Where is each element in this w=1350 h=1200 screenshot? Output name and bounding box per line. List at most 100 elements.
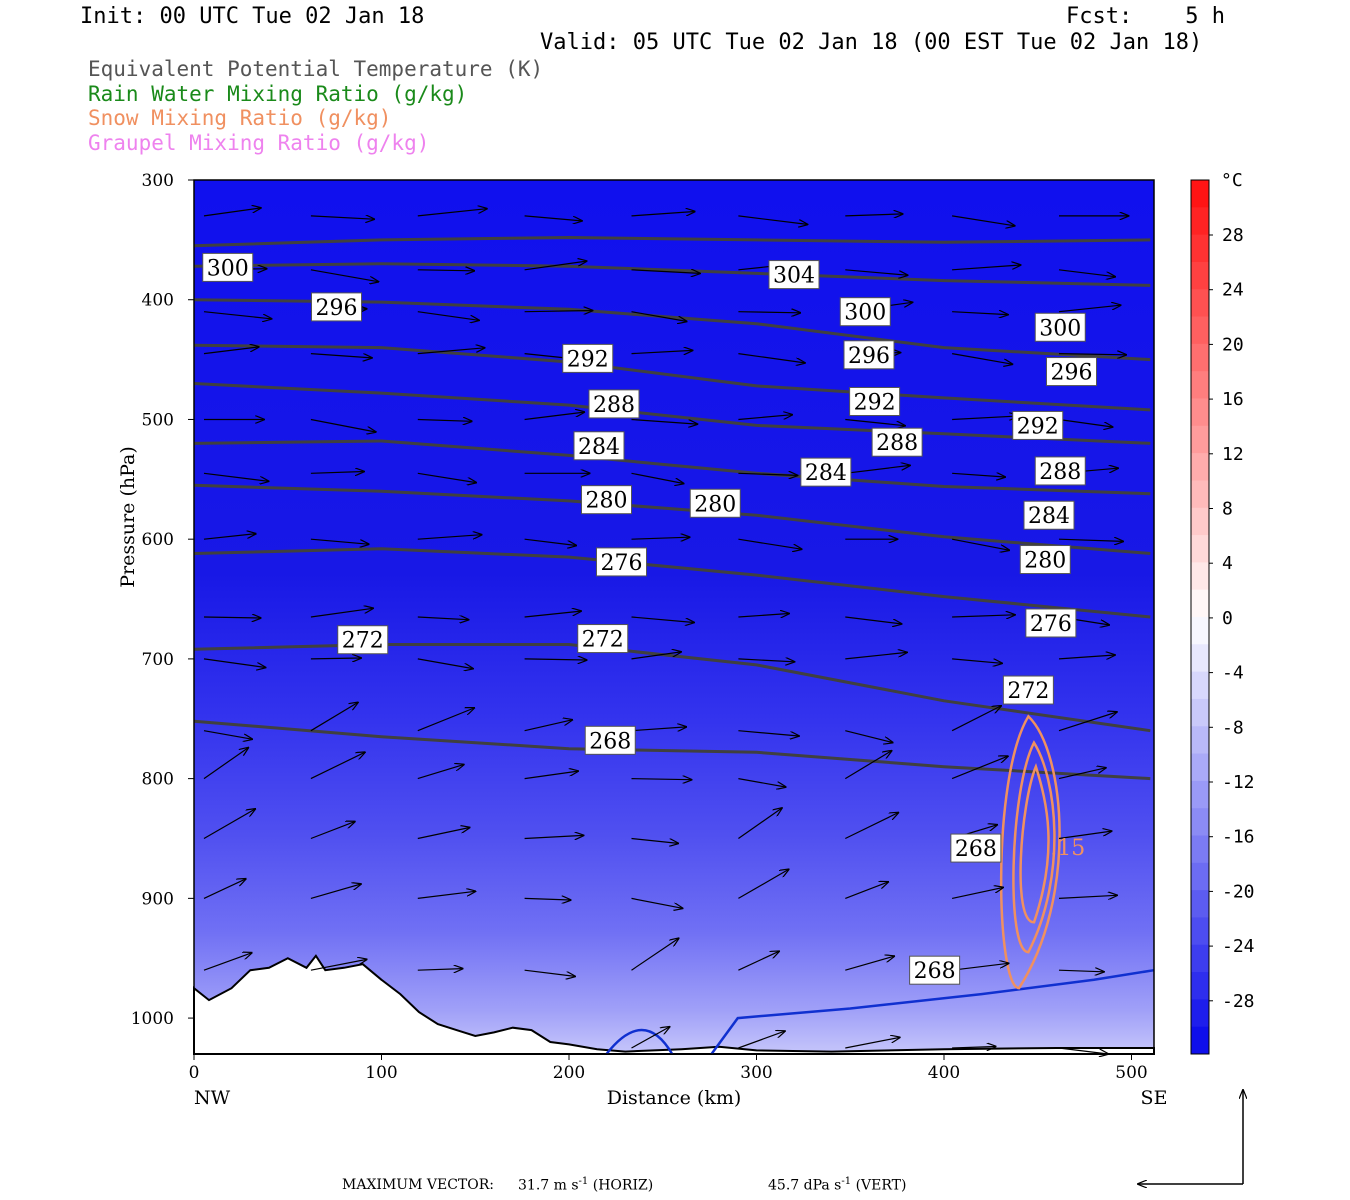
colorbar-segment — [1191, 972, 1209, 1000]
colorbar-tick-label: 4 — [1222, 553, 1233, 574]
x-tick-label: 100 — [365, 1063, 397, 1083]
colorbar-segment — [1191, 753, 1209, 782]
wind-vector — [631, 897, 683, 908]
colorbar-segment — [1191, 944, 1209, 973]
wind-vector — [1058, 418, 1113, 428]
theta-e-contour-284 — [193, 439, 1151, 496]
wind-vector — [952, 265, 1020, 271]
x-tick-label: 0 — [189, 1063, 200, 1083]
colorbar-segment — [1191, 617, 1209, 645]
wind-vector — [952, 658, 1002, 663]
wind-vector — [310, 472, 364, 474]
colorbar-segment — [1191, 671, 1209, 700]
colorbar-tick-label: 28 — [1222, 225, 1244, 246]
contour-label-box — [843, 340, 895, 370]
colorbar-segment — [1191, 808, 1209, 836]
colorbar-segment — [1191, 562, 1209, 591]
wind-vector — [310, 353, 372, 358]
wind-vector — [738, 312, 800, 313]
colorbar-segment — [1191, 289, 1209, 318]
wind-vector — [310, 269, 378, 282]
colorbar-segment — [1191, 835, 1209, 864]
max-vector-horiz-value: 31.7 m s — [518, 1177, 579, 1194]
wind-vector — [524, 969, 575, 976]
wind-vector — [845, 730, 892, 743]
contour-label-box — [950, 833, 1002, 863]
wind-vector — [1058, 305, 1121, 313]
wind-vector — [951, 888, 1003, 899]
freezing-line — [605, 968, 1155, 1055]
colorbar-segment — [1191, 316, 1209, 345]
contour-label: 276 — [1030, 612, 1072, 637]
wind-vector — [310, 884, 361, 899]
colorbar-segment — [1191, 480, 1209, 509]
colorbar-tick-label: 24 — [1222, 280, 1244, 301]
y-axis-label: Pressure (hPa) — [117, 446, 139, 588]
wind-vector — [417, 209, 487, 217]
legend-theta-e: Equivalent Potential Temperature (K) — [88, 57, 544, 81]
contour-label-box — [768, 260, 820, 290]
contour-label-box — [1034, 456, 1086, 486]
contour-label: 272 — [1007, 679, 1049, 704]
wind-vector — [951, 756, 1008, 780]
wind-vector — [845, 652, 907, 660]
max-vector-vert-unit: (VERT) — [855, 1177, 907, 1194]
wind-vector — [952, 215, 1015, 226]
contour-label-box — [839, 297, 891, 327]
wind-vector — [203, 472, 269, 481]
wind-vector — [417, 708, 474, 732]
wind-vector — [845, 465, 910, 474]
wind-vector — [951, 353, 1012, 365]
wind-vector — [845, 214, 902, 216]
colorbar-segment — [1191, 999, 1209, 1028]
wind-vector — [417, 617, 469, 620]
contour-label: 300 — [844, 301, 886, 326]
wind-vector — [524, 261, 587, 271]
wind-vector — [1058, 970, 1104, 972]
wind-vector — [417, 969, 463, 971]
colorbar-segment — [1191, 862, 1209, 891]
y-tick-label: 800 — [142, 770, 174, 790]
wind-vector — [952, 615, 1015, 617]
contour-label: 284 — [805, 461, 847, 486]
contour-label-box — [202, 252, 254, 282]
wind-vector — [1058, 539, 1123, 541]
wind-vector — [738, 614, 789, 618]
wind-vector — [524, 898, 571, 900]
colorbar-tick-label: 20 — [1222, 334, 1244, 355]
wind-vector — [952, 312, 1008, 315]
wind-vector — [738, 215, 807, 225]
contour-label: 280 — [694, 492, 736, 517]
wind-vector — [631, 616, 695, 623]
wind-vector — [631, 727, 687, 731]
y-tick-label: 700 — [142, 650, 174, 670]
colorbar-segment — [1191, 589, 1209, 618]
colorbar-tick-label: -20 — [1222, 881, 1255, 902]
colorbar-segment — [1191, 234, 1209, 263]
contour-label-box — [1019, 545, 1071, 575]
contour-label-box — [1025, 608, 1077, 638]
contour-label: 296 — [316, 296, 358, 321]
colorbar-tick-label: 16 — [1222, 389, 1244, 410]
colorbar-segment — [1191, 917, 1209, 946]
contour-label: 276 — [601, 551, 643, 576]
contour-label-box — [849, 386, 901, 416]
colorbar-tick-label: -4 — [1222, 663, 1244, 684]
wind-vector — [417, 891, 476, 899]
contour-label-box — [337, 625, 389, 655]
contour-label-box — [800, 457, 852, 487]
wind-vector — [203, 879, 246, 899]
wind-vector — [1058, 895, 1117, 898]
theta-e-contour-304 — [193, 236, 1151, 248]
wind-vector — [631, 311, 687, 322]
colorbar-segment — [1191, 180, 1209, 208]
colorbar-frame — [1190, 179, 1210, 1055]
colorbar-segment — [1191, 726, 1209, 755]
contour-label-box — [909, 955, 961, 985]
wind-vector — [417, 311, 479, 321]
forecast-hour: Fcst: 5 h — [1066, 4, 1225, 29]
wind-vector — [845, 1037, 899, 1049]
contour-label: 272 — [342, 629, 384, 654]
wind-vector — [631, 779, 692, 780]
contour-label-box — [1023, 500, 1075, 530]
